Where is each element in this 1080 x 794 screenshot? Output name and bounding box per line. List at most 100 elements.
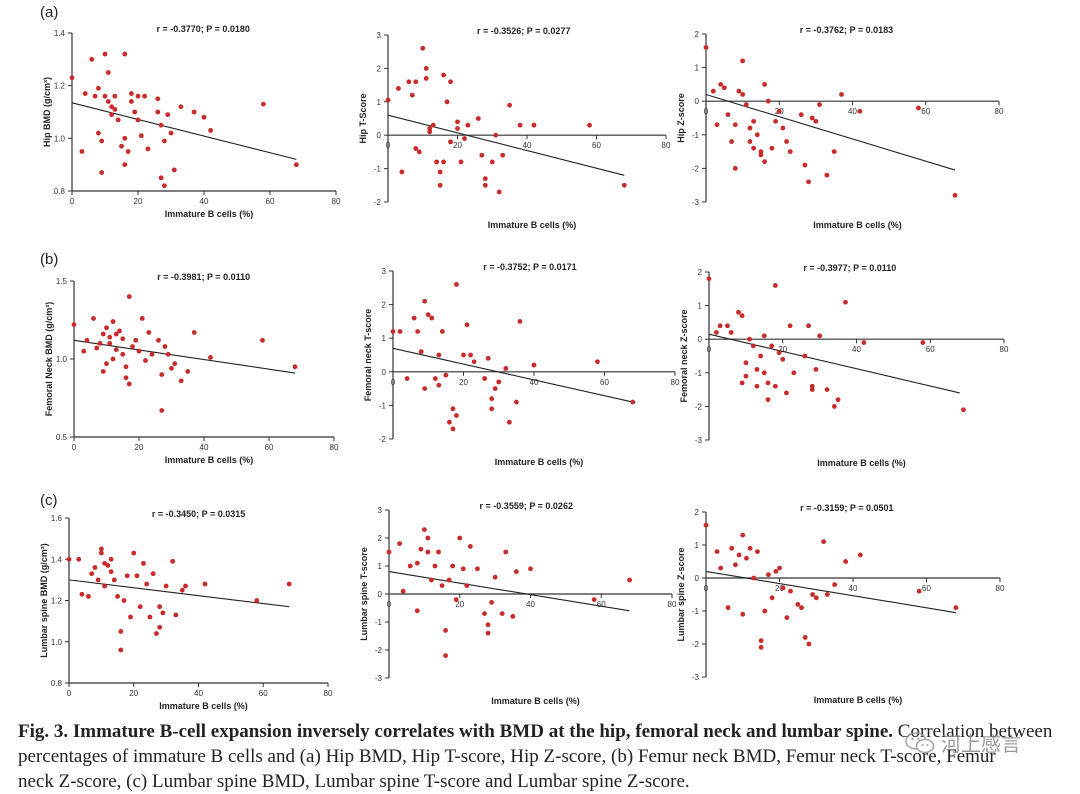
data-point xyxy=(399,169,405,175)
correlation-annotation: r = -0.3159; P = 0.0501 xyxy=(800,503,893,513)
data-point xyxy=(758,353,764,359)
data-point xyxy=(173,612,179,618)
data-point xyxy=(76,556,82,562)
y-tick-label: -3 xyxy=(375,674,383,683)
x-axis-label: Immature B cells (%) xyxy=(817,458,906,468)
data-point xyxy=(784,390,789,396)
data-point xyxy=(137,604,143,610)
data-point xyxy=(448,79,453,85)
data-point xyxy=(171,167,177,173)
data-point xyxy=(455,126,460,131)
y-tick-label: 0 xyxy=(382,368,387,377)
data-point xyxy=(920,340,926,345)
x-axis-label: Immature B cells (%) xyxy=(165,455,254,465)
data-point xyxy=(89,56,95,62)
x-tick-label: 80 xyxy=(324,689,333,698)
x-tick-label: 20 xyxy=(778,345,787,354)
data-point xyxy=(441,159,446,165)
data-point xyxy=(591,597,597,602)
data-point xyxy=(163,583,169,589)
data-point xyxy=(758,644,764,650)
data-point xyxy=(122,135,128,141)
data-point xyxy=(122,162,128,168)
data-point xyxy=(721,85,727,91)
data-point xyxy=(761,333,767,339)
data-point xyxy=(765,397,771,403)
data-point xyxy=(111,577,117,583)
data-point xyxy=(513,569,519,574)
data-point xyxy=(117,328,122,334)
y-tick-label: -1 xyxy=(695,369,703,378)
data-point xyxy=(703,45,709,50)
data-point xyxy=(772,283,778,288)
data-point xyxy=(436,382,442,388)
data-point xyxy=(132,109,138,115)
data-point xyxy=(762,159,767,165)
data-point xyxy=(740,58,746,64)
regression-line xyxy=(392,347,633,403)
data-point xyxy=(134,573,140,579)
data-point xyxy=(531,122,537,128)
data-point xyxy=(159,408,165,413)
data-point xyxy=(82,91,88,96)
data-point xyxy=(160,610,166,616)
data-point xyxy=(437,182,443,188)
data-point xyxy=(425,312,431,318)
data-point xyxy=(422,386,428,391)
data-point xyxy=(102,51,108,57)
data-point xyxy=(157,604,163,610)
data-point xyxy=(141,560,146,566)
data-point xyxy=(183,583,188,589)
correlation-annotation: r = -0.3526; P = 0.0277 xyxy=(477,26,570,36)
x-tick-label: 0 xyxy=(387,600,392,609)
data-point xyxy=(133,337,139,343)
data-point xyxy=(191,109,197,115)
data-point xyxy=(439,329,445,334)
y-tick-label: 1 xyxy=(695,541,700,550)
data-point xyxy=(418,349,424,355)
x-axis-label: Immature B cells (%) xyxy=(491,696,580,706)
data-point xyxy=(436,352,442,358)
y-tick-label: 1.2 xyxy=(54,82,66,91)
data-point xyxy=(105,563,111,568)
y-axis-label: Lumbar spine Z-score xyxy=(676,547,686,641)
data-point xyxy=(123,364,129,370)
data-point xyxy=(118,647,124,653)
y-tick-label: 2 xyxy=(695,30,700,39)
data-point xyxy=(777,565,782,571)
data-point xyxy=(813,118,819,124)
caption-line2: percentages of immature B cells and (a) … xyxy=(18,746,996,767)
data-point xyxy=(809,115,815,121)
data-point xyxy=(294,162,299,168)
data-point xyxy=(739,313,745,319)
data-point xyxy=(260,337,265,343)
x-tick-label: 0 xyxy=(67,689,72,698)
data-point xyxy=(729,139,735,144)
data-point xyxy=(427,126,433,131)
x-tick-label: 60 xyxy=(926,345,935,354)
x-tick-label: 20 xyxy=(455,600,464,609)
data-point xyxy=(96,130,101,136)
data-point xyxy=(750,343,756,349)
x-axis-label: Immature B cells (%) xyxy=(495,457,584,467)
data-point xyxy=(817,333,823,339)
data-point xyxy=(112,93,118,99)
data-point xyxy=(139,316,145,321)
correlation-annotation: r = -0.3559; P = 0.0262 xyxy=(480,501,573,511)
data-point xyxy=(739,380,745,386)
y-tick-label: 1.4 xyxy=(54,29,66,38)
data-point xyxy=(118,629,124,634)
data-point xyxy=(776,108,782,114)
y-tick-label: 2 xyxy=(378,534,383,543)
x-tick-label: 60 xyxy=(922,584,931,593)
data-point xyxy=(743,102,749,107)
x-tick-label: 40 xyxy=(852,345,861,354)
y-tick-label: 1 xyxy=(377,98,382,107)
data-point xyxy=(485,630,491,636)
data-point xyxy=(755,549,760,554)
data-point xyxy=(489,159,495,165)
data-point xyxy=(109,112,114,118)
watermark: 河上感言 xyxy=(905,728,1021,757)
data-point xyxy=(437,169,443,175)
